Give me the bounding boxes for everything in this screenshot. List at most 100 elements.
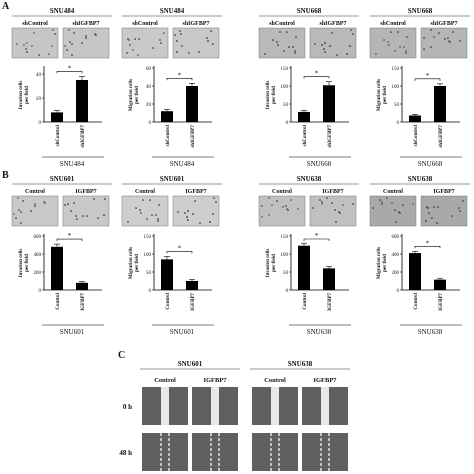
cell-dot [433,36,435,38]
cell-dot [405,50,407,52]
image-label: shControl [22,21,48,27]
bar [409,115,421,122]
cell-dot [129,44,131,46]
cell-dot [176,51,178,53]
x-category-label: Control [414,292,419,309]
significance-marker: * [68,232,72,240]
cell-dot [184,212,186,214]
x-category-label: IGFBP7 [81,293,86,311]
y-tick-label: 50 [146,271,152,276]
cell-dot [349,45,351,47]
x-group-label: SNU638 [418,328,443,336]
cell-dot [176,40,178,42]
cell-dot [381,203,383,205]
cell-dot [272,39,274,41]
cell-dot [412,203,414,205]
cell-dot [181,45,183,47]
x-category-label: IGFBP7 [439,293,444,311]
x-category-label: shControl [166,124,171,146]
cell-dot [352,203,354,205]
cell-dot [430,29,432,31]
bar [51,112,63,122]
cell-dot [97,217,99,219]
cell-dot [13,213,15,215]
cell-dot [163,32,165,34]
cell-dot [26,42,28,44]
cell-dot [104,198,106,200]
cell-dot [271,204,273,206]
cell-dot [213,197,215,199]
microscopy-image [11,27,59,59]
cell-dot [388,44,390,46]
image-label: Control [25,189,45,195]
cell-dot [297,208,299,210]
x-category-label: shControl [56,124,61,146]
wound-image [142,433,188,471]
cell-dot [386,197,388,199]
image-label: shIGFBP7 [182,21,209,27]
cell-dot [324,42,326,44]
y-axis-label-line: per field [135,254,140,272]
cell-dot [387,41,389,43]
cell-dot [433,206,435,208]
microscopy-image [172,195,220,227]
significance-bracket [414,78,441,81]
panel-title: SNU638 [408,175,433,183]
cell-dot [157,218,159,220]
cell-dot [151,214,153,216]
image-label: shIGFBP7 [430,21,457,27]
cell-dot [85,35,87,37]
wound-group-2: SNU638 Control IGFBP7 [250,360,350,471]
x-category-label: Control [303,292,308,309]
cell-dot [138,38,140,40]
cell-dot [142,199,144,201]
image-label: IGFBP7 [433,189,454,195]
y-axis-label: Invasion cellsper field [19,81,30,110]
image-label: Control [272,189,292,195]
cell-dot [399,212,401,214]
cell-dot [160,42,162,44]
significance-marker: * [426,239,430,247]
y-tick-label: 0 [286,289,289,294]
cell-dot [23,44,25,46]
x-category-label: IGFBP7 [328,293,333,311]
y-tick-label: 100 [144,253,152,258]
y-tick-label: 150 [281,235,289,240]
cell-dot [139,209,141,211]
cell-dot [372,207,374,209]
cell-dot [399,46,401,48]
cell-dot [127,221,129,223]
cell-dot [179,30,181,32]
cell-dot [276,200,278,202]
cell-dot [44,202,46,204]
cell-dot [290,199,292,201]
y-tick-label: 200 [392,271,400,276]
cell-dot [132,49,134,51]
wound-column-label: Control [264,377,286,384]
y-axis-label-line: Invasion cells [19,249,24,278]
cell-dot [430,46,432,48]
microscopy-image [309,195,357,227]
wound-image [302,433,348,471]
cell-dot [288,46,290,48]
cell-dot [444,38,446,40]
y-tick-label: 0 [149,121,152,126]
significance-bracket [166,251,193,254]
image-label: Control [135,189,155,195]
bar [298,245,310,290]
y-axis-label-line: Migration cells [129,247,134,279]
microscopy-image [62,195,110,227]
x-category-label: Control [56,292,61,309]
panel-title: SNU601 [50,175,75,183]
cell-dot [64,45,66,47]
cell-dot [312,207,314,209]
y-tick-label: 0 [149,289,152,294]
wound-gap [161,387,169,425]
cell-dot [66,49,68,51]
y-axis-label-line: Migration cells [377,79,382,111]
significance-marker: * [315,70,319,78]
cell-dot [423,48,425,50]
cell-dot [81,42,83,44]
